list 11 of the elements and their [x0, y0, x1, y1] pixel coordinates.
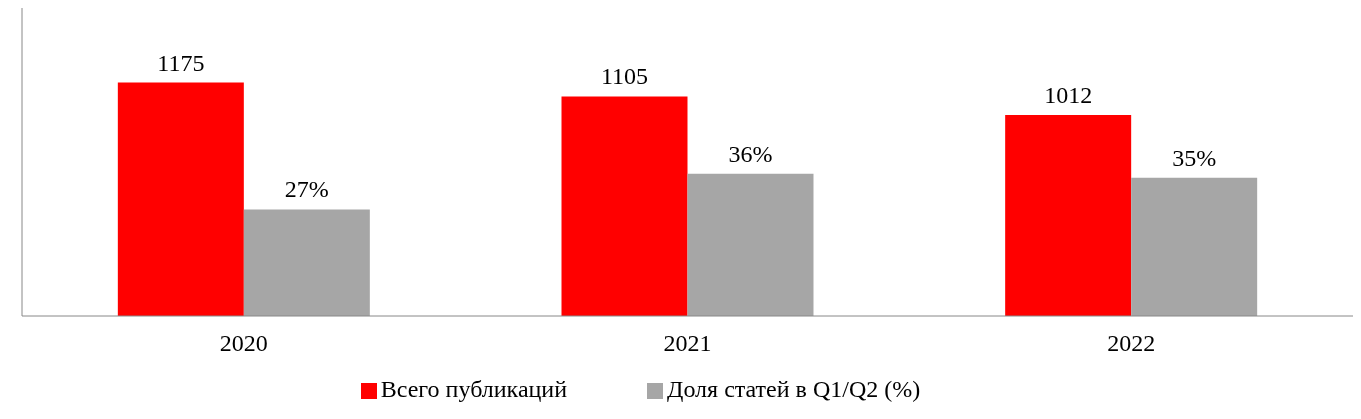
x-tick-label: 2021 — [663, 330, 712, 357]
legend-label: Всего публикаций — [380, 376, 568, 402]
x-tick-label: 2020 — [219, 330, 268, 357]
data-label: 35% — [1172, 144, 1217, 171]
data-label: 1012 — [1044, 81, 1093, 108]
legend-label: Доля статей в Q1/Q2 (%) — [667, 376, 921, 402]
data-label: 1105 — [600, 63, 649, 90]
data-label: 27% — [284, 176, 329, 203]
data-label: 1175 — [157, 49, 205, 76]
data-label: 36% — [728, 140, 773, 167]
x-tick-label: 2022 — [1107, 330, 1156, 357]
